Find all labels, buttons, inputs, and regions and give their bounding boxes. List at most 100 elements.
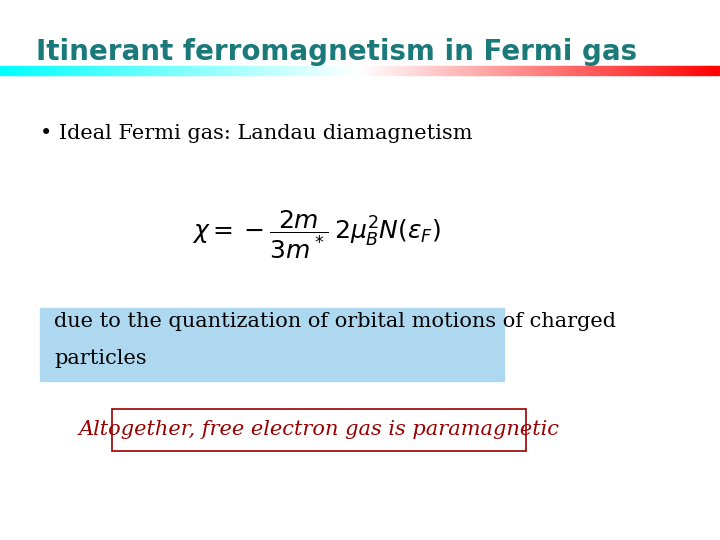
Bar [557,66,559,75]
Bar [608,66,609,75]
Bar [16,66,17,75]
Bar [397,66,399,75]
Bar [53,66,55,75]
Bar [449,66,451,75]
Bar [714,66,716,75]
Bar [266,66,268,75]
Bar [151,66,153,75]
Bar [685,66,687,75]
Bar [274,66,275,75]
Bar [611,66,612,75]
Bar [147,66,148,75]
Bar [664,66,665,75]
Bar [491,66,492,75]
Bar [52,66,53,75]
Bar [442,66,444,75]
Bar [14,66,16,75]
Bar [668,66,670,75]
Bar [435,66,436,75]
Bar [86,66,88,75]
Bar [678,66,680,75]
Bar [327,66,328,75]
Bar [593,66,595,75]
Bar [503,66,504,75]
Bar [531,66,533,75]
Bar [203,66,204,75]
Bar [691,66,693,75]
Bar [220,66,222,75]
Bar [30,66,32,75]
Bar [624,66,625,75]
Bar [253,66,255,75]
Bar [527,66,528,75]
Bar [497,66,498,75]
Bar [341,66,343,75]
Bar [703,66,704,75]
Bar [66,66,68,75]
Bar [269,66,271,75]
Bar [193,66,194,75]
Bar [71,66,72,75]
Text: Itinerant ferromagnetism in Fermi gas: Itinerant ferromagnetism in Fermi gas [36,38,637,66]
Bar [144,66,145,75]
Bar [96,66,98,75]
Bar [13,66,14,75]
Bar [206,66,207,75]
Bar [697,66,698,75]
Bar [181,66,183,75]
Bar [295,66,297,75]
Bar [553,66,554,75]
Bar [177,66,179,75]
Text: particles: particles [54,349,147,368]
Bar [671,66,672,75]
Bar [348,66,350,75]
Bar [406,66,408,75]
Bar [33,66,35,75]
Bar [363,66,364,75]
Bar [288,66,289,75]
Bar [180,66,181,75]
Bar [154,66,156,75]
Bar [372,66,373,75]
Bar [338,66,340,75]
Bar [618,66,619,75]
Bar [570,66,572,75]
Bar [88,66,89,75]
Bar [445,66,446,75]
Bar [124,66,125,75]
Bar [616,66,618,75]
Bar [661,66,662,75]
Bar [459,66,461,75]
Bar [674,66,675,75]
Bar [209,66,210,75]
Bar [458,66,459,75]
Bar [456,66,458,75]
Bar [105,66,107,75]
Bar [465,66,467,75]
Bar [662,66,664,75]
Bar [55,66,56,75]
Bar [251,66,252,75]
Bar [701,66,703,75]
Bar [219,66,220,75]
Bar [354,66,356,75]
Bar [204,66,206,75]
Bar [37,66,39,75]
Bar [389,66,390,75]
Bar [642,66,644,75]
Bar [294,66,295,75]
Bar [563,66,564,75]
Bar [408,66,409,75]
Bar [26,66,27,75]
Bar [94,66,95,75]
Bar [225,66,226,75]
Bar [56,66,58,75]
Bar [556,66,557,75]
Bar [72,66,73,75]
Bar [480,66,481,75]
Bar [36,66,37,75]
Bar [706,66,707,75]
Bar [387,66,389,75]
Bar [196,66,197,75]
Bar [65,66,66,75]
